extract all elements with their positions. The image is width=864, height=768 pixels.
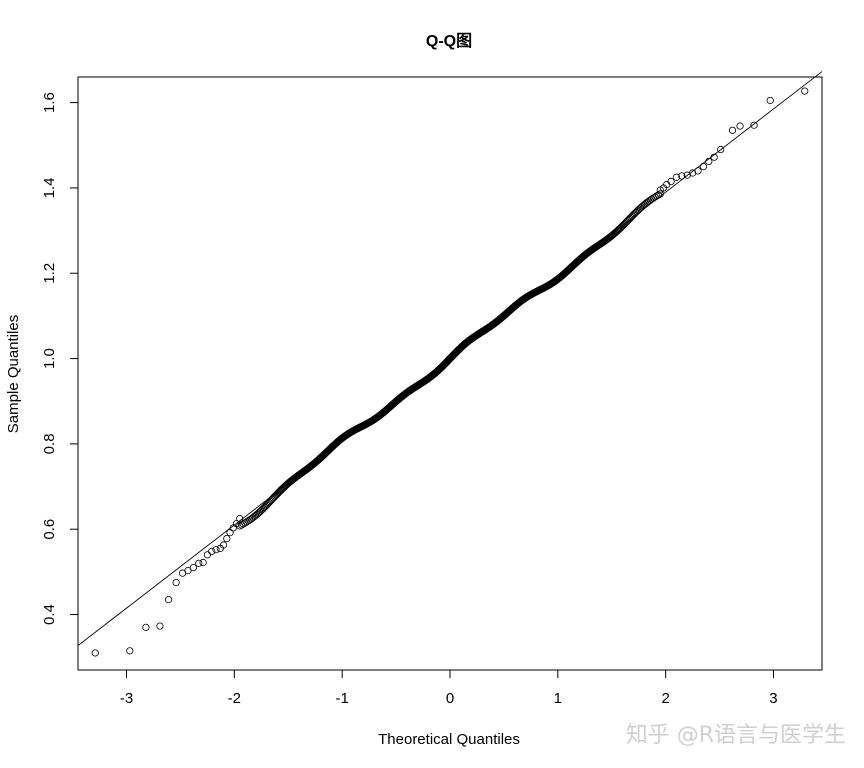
qq-point [142, 623, 150, 631]
qq-point [705, 157, 713, 166]
x-tick-label: 1 [554, 690, 562, 707]
y-tick-label: 1.6 [41, 92, 58, 113]
qq-point [156, 622, 164, 630]
qq-point [199, 558, 207, 567]
y-tick-label: 0.8 [41, 433, 58, 454]
qq-point [801, 87, 809, 95]
qq-point [710, 153, 718, 161]
qq-point [255, 508, 264, 516]
qq-point [750, 121, 758, 129]
qq-point [258, 506, 266, 514]
x-tick-label: -2 [228, 690, 241, 707]
qq-point [226, 529, 234, 537]
qq-point [223, 534, 231, 543]
x-axis-label: Theoretical Quantiles [378, 731, 520, 748]
qq-point [254, 509, 262, 517]
qq-point [672, 173, 681, 181]
qq-point [766, 96, 774, 105]
qq-point [203, 551, 211, 559]
y-tick-label: 0.4 [41, 604, 58, 625]
y-tick-label: 1.0 [41, 348, 58, 369]
qq-point [694, 167, 702, 175]
y-axis: 0.4 0.6 0.8 1.0 1.2 1.4 1.6 [41, 92, 79, 625]
qq-point [189, 564, 197, 572]
qq-point [172, 578, 180, 587]
qq-point [126, 647, 134, 655]
qq-point [195, 559, 203, 567]
qq-point [212, 546, 220, 554]
x-tick-label: 2 [661, 690, 669, 707]
plot-frame [77, 76, 823, 671]
x-axis: -3 -2 -1 0 1 2 3 [120, 669, 778, 707]
qq-point [736, 122, 744, 130]
qq-point [667, 177, 675, 186]
qq-point [91, 649, 99, 657]
qq-point [717, 145, 725, 154]
qq-point [208, 547, 216, 556]
qq-point [219, 541, 228, 549]
qq-point [257, 507, 265, 515]
qq-point [184, 566, 192, 575]
y-tick-label: 1.2 [41, 263, 58, 284]
y-tick-label: 0.6 [41, 519, 58, 540]
qq-point [275, 488, 283, 496]
x-tick-label: -1 [336, 690, 349, 707]
y-tick-label: 1.4 [41, 177, 58, 198]
qq-point [236, 514, 244, 523]
qq-point [654, 191, 663, 199]
chart-title: Q-Q图 [426, 32, 472, 50]
points-layer [91, 87, 809, 657]
x-tick-label: 3 [769, 690, 777, 707]
qq-point [678, 172, 686, 180]
watermark-text: 知乎 @R语言与医学生 [626, 723, 846, 748]
qq-point [653, 192, 661, 200]
x-tick-label: 0 [446, 690, 454, 707]
qq-point [656, 190, 664, 198]
qq-point [164, 596, 173, 604]
qq-point [728, 126, 737, 134]
y-axis-label: Sample Quantiles [5, 315, 22, 433]
qq-point [699, 162, 707, 171]
x-tick-label: -3 [120, 690, 133, 707]
